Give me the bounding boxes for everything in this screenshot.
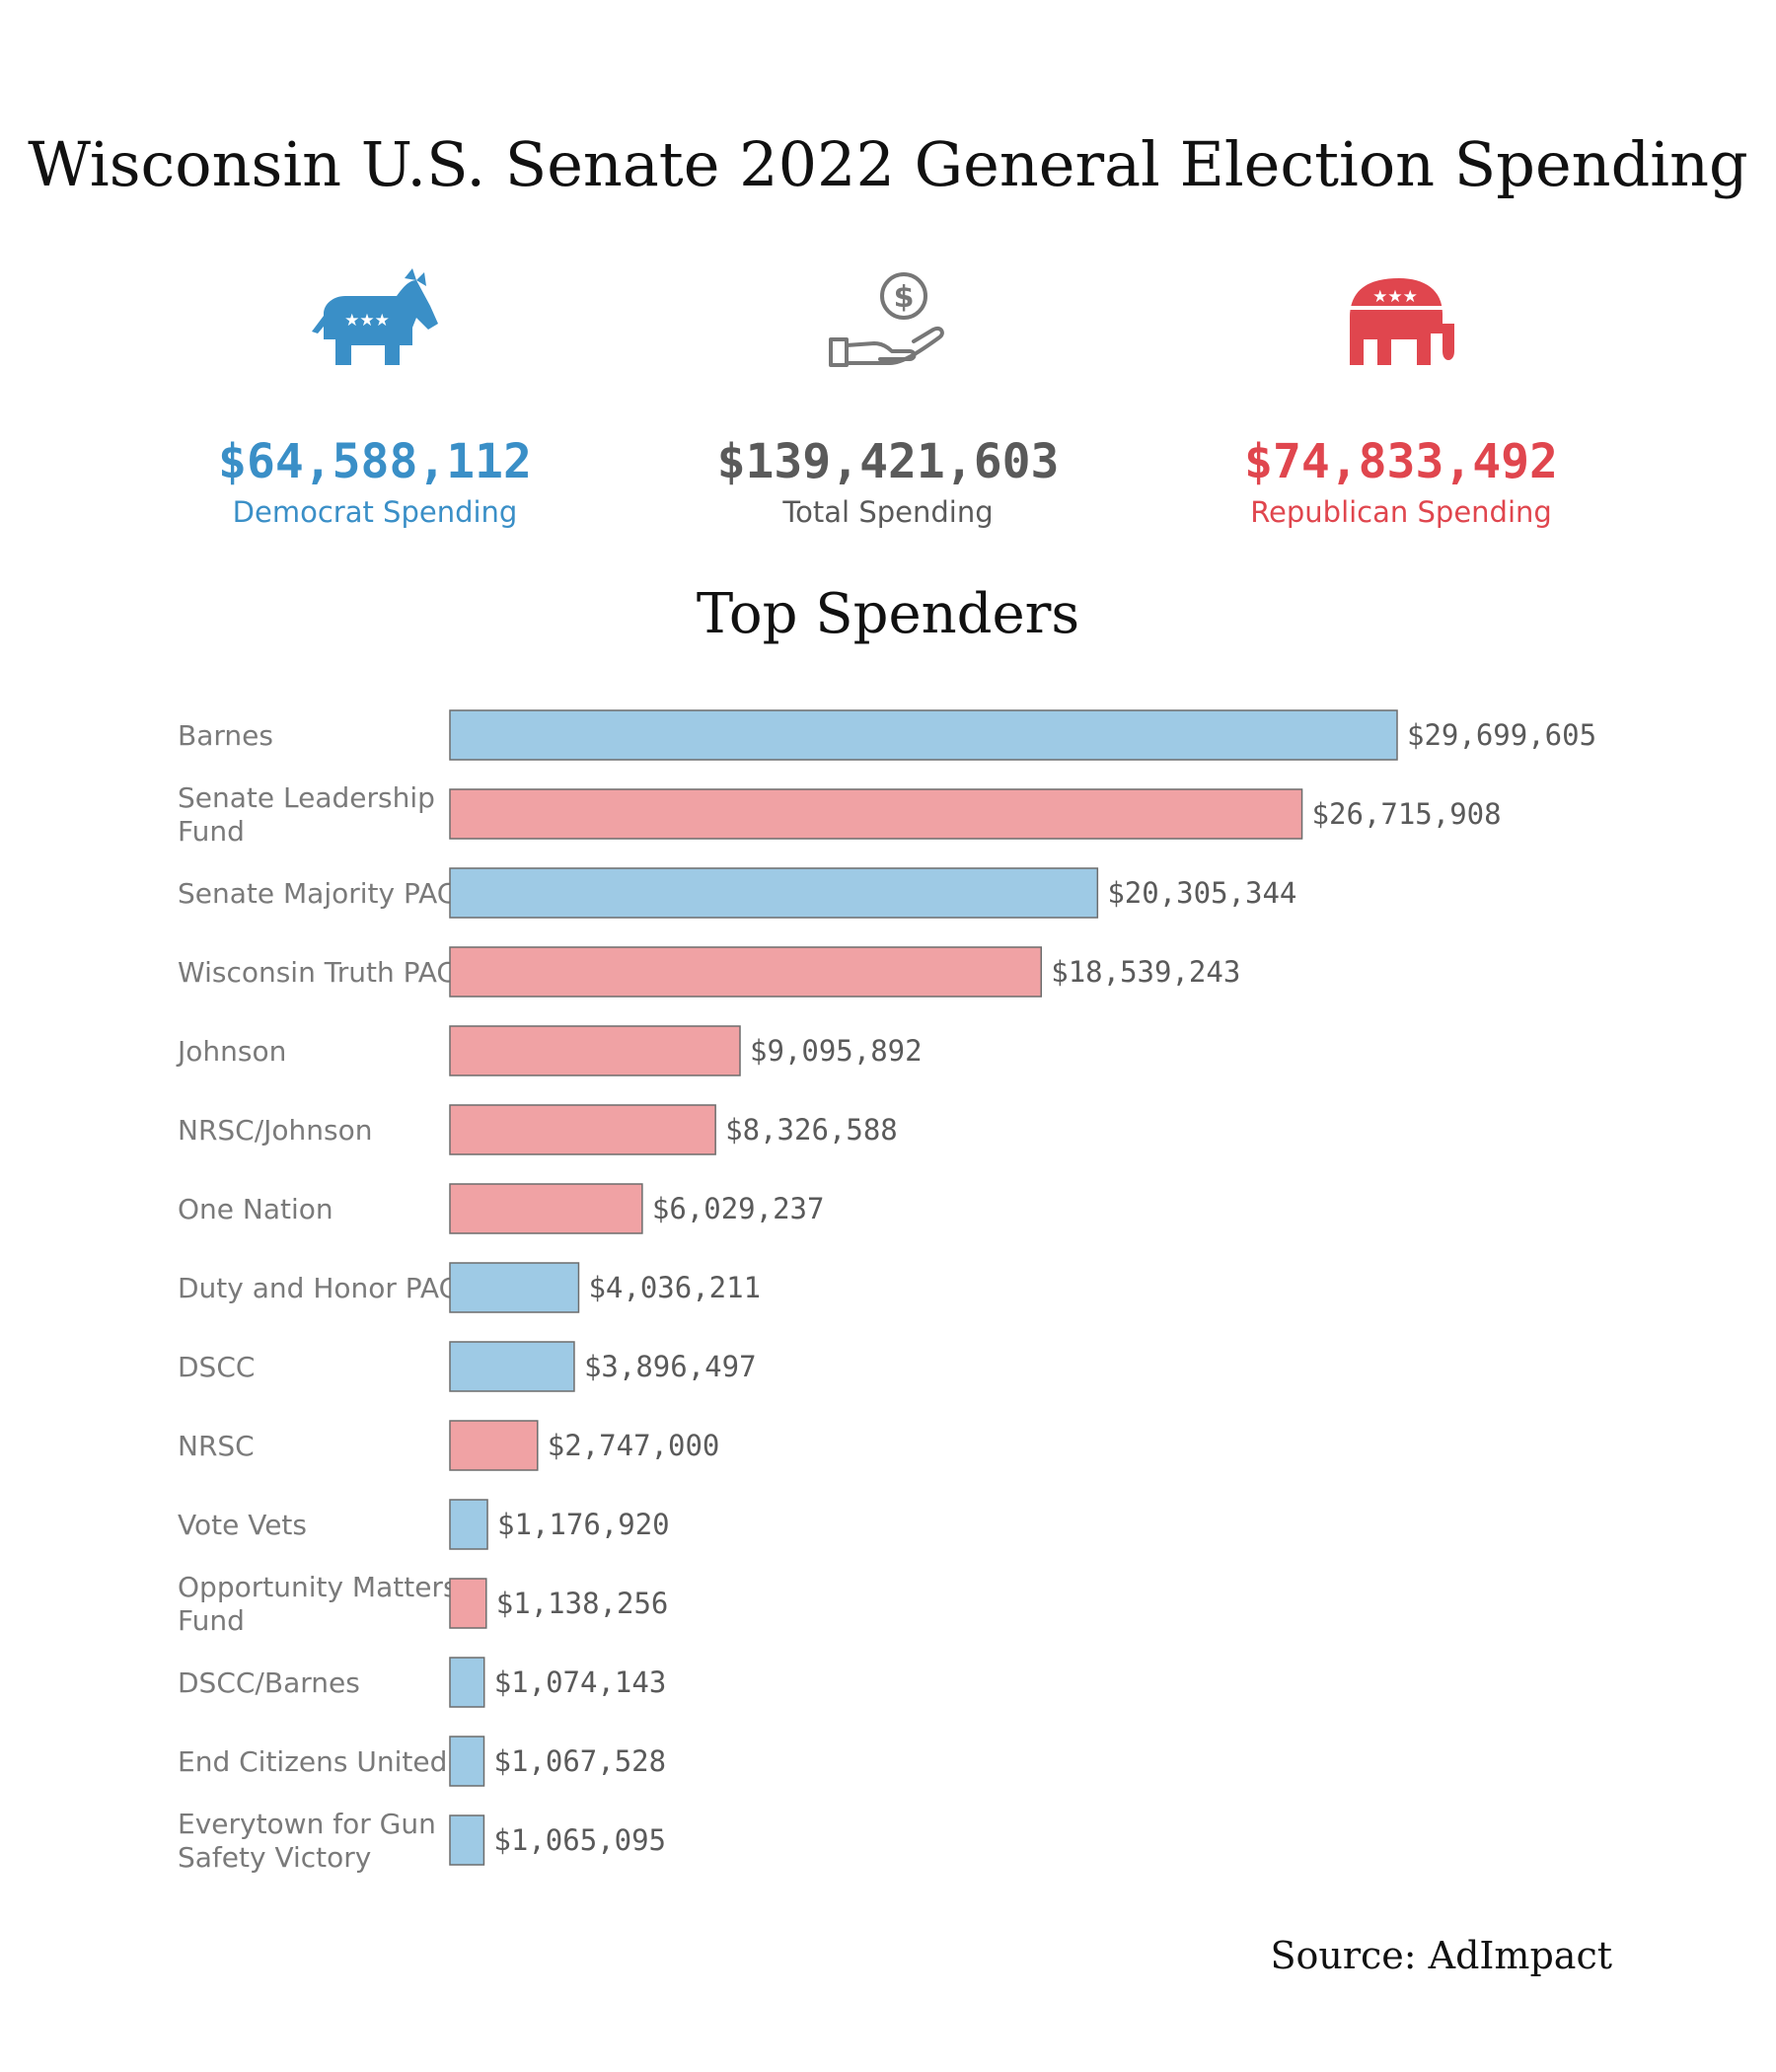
- bar-nrsc: [449, 1420, 539, 1471]
- value-label-senate-majority-pac: $20,305,344: [1107, 876, 1296, 910]
- bar-dscc-barnes: [449, 1657, 485, 1708]
- value-label-johnson: $9,095,892: [750, 1034, 923, 1068]
- category-label-johnson: Johnson: [176, 1035, 286, 1068]
- top-spenders-chart: Barnes $29,699,605 Senate Leadership Fund $2…: [176, 709, 1596, 1874]
- category-label-duty-and-honor-pac: Duty and Honor PAC: [178, 1272, 458, 1304]
- total-spending-label: Total Spending: [782, 495, 994, 529]
- value-label-one-nation: $6,029,237: [652, 1192, 825, 1225]
- value-label-barnes: $29,699,605: [1407, 718, 1596, 752]
- money-hand-icon: $: [819, 266, 957, 375]
- category-label-wisconsin-truth-pac: Wisconsin Truth PAC: [178, 956, 456, 989]
- spending-summary: ★★★ $64,588,112 Democrat Spending $ $139…: [0, 266, 1776, 562]
- category-label-senate-majority-pac: Senate Majority PAC: [178, 877, 456, 910]
- value-label-dscc-barnes: $1,074,143: [494, 1665, 667, 1699]
- republican-spending-amount: $74,833,492: [1244, 434, 1558, 489]
- bar-duty-and-honor-pac: [449, 1262, 580, 1313]
- bar-wisconsin-truth-pac: [449, 946, 1043, 998]
- democrat-spending-label: Democrat Spending: [232, 495, 518, 529]
- category-label-dscc: DSCC: [178, 1351, 255, 1383]
- category-label-vote-vets: Vote Vets: [178, 1509, 307, 1541]
- republican-spending-label: Republican Spending: [1250, 495, 1552, 529]
- value-label-nrsc: $2,747,000: [548, 1429, 720, 1462]
- category-label-nrsc-johnson: NRSC/Johnson: [178, 1114, 373, 1147]
- category-label-nrsc: NRSC: [178, 1430, 255, 1462]
- value-label-opportunity-matters-fund: $1,138,256: [496, 1587, 669, 1620]
- bar-barnes: [449, 709, 1398, 761]
- value-label-dscc: $3,896,497: [584, 1350, 757, 1383]
- svg-text:$: $: [894, 280, 915, 315]
- bar-one-nation: [449, 1183, 643, 1234]
- value-label-everytown-for-gun-safety-victory: $1,065,095: [493, 1823, 666, 1857]
- bar-johnson: [449, 1025, 741, 1076]
- donkey-icon: ★★★: [306, 266, 444, 375]
- bar-end-citizens-united: [449, 1736, 485, 1787]
- category-label-senate-leadership-fund: Senate Leadership Fund: [178, 781, 435, 848]
- value-label-wisconsin-truth-pac: $18,539,243: [1051, 955, 1240, 989]
- category-label-one-nation: One Nation: [178, 1193, 333, 1225]
- category-label-end-citizens-united: End Citizens United: [178, 1745, 447, 1778]
- total-spending-amount: $139,421,603: [716, 434, 1060, 489]
- source-note: Source: AdImpact: [1270, 1934, 1612, 1977]
- bar-senate-leadership-fund: [449, 788, 1303, 840]
- bar-nrsc-johnson: [449, 1104, 716, 1155]
- svg-text:★★★: ★★★: [344, 311, 390, 331]
- value-label-end-citizens-united: $1,067,528: [494, 1744, 667, 1778]
- chart-title: Top Spenders: [696, 582, 1080, 646]
- value-label-duty-and-honor-pac: $4,036,211: [588, 1271, 761, 1304]
- bar-opportunity-matters-fund: [449, 1578, 487, 1629]
- bar-everytown-for-gun-safety-victory: [449, 1814, 485, 1866]
- value-label-senate-leadership-fund: $26,715,908: [1312, 797, 1502, 831]
- bar-dscc: [449, 1341, 575, 1392]
- category-label-dscc-barnes: DSCC/Barnes: [178, 1666, 360, 1699]
- elephant-icon: ★★★: [1332, 266, 1470, 375]
- svg-text:★★★: ★★★: [1372, 287, 1418, 307]
- value-label-nrsc-johnson: $8,326,588: [725, 1113, 898, 1147]
- category-label-everytown-for-gun-safety-victory: Everytown for Gun Safety Victory: [178, 1808, 436, 1874]
- page-title: Wisconsin U.S. Senate 2022 General Elect…: [28, 128, 1748, 200]
- category-label-opportunity-matters-fund: Opportunity Matters Fund: [178, 1571, 458, 1637]
- category-label-barnes: Barnes: [178, 719, 273, 752]
- bar-vote-vets: [449, 1499, 488, 1550]
- bar-senate-majority-pac: [449, 867, 1099, 919]
- democrat-spending-amount: $64,588,112: [218, 434, 532, 489]
- value-label-vote-vets: $1,176,920: [497, 1508, 670, 1541]
